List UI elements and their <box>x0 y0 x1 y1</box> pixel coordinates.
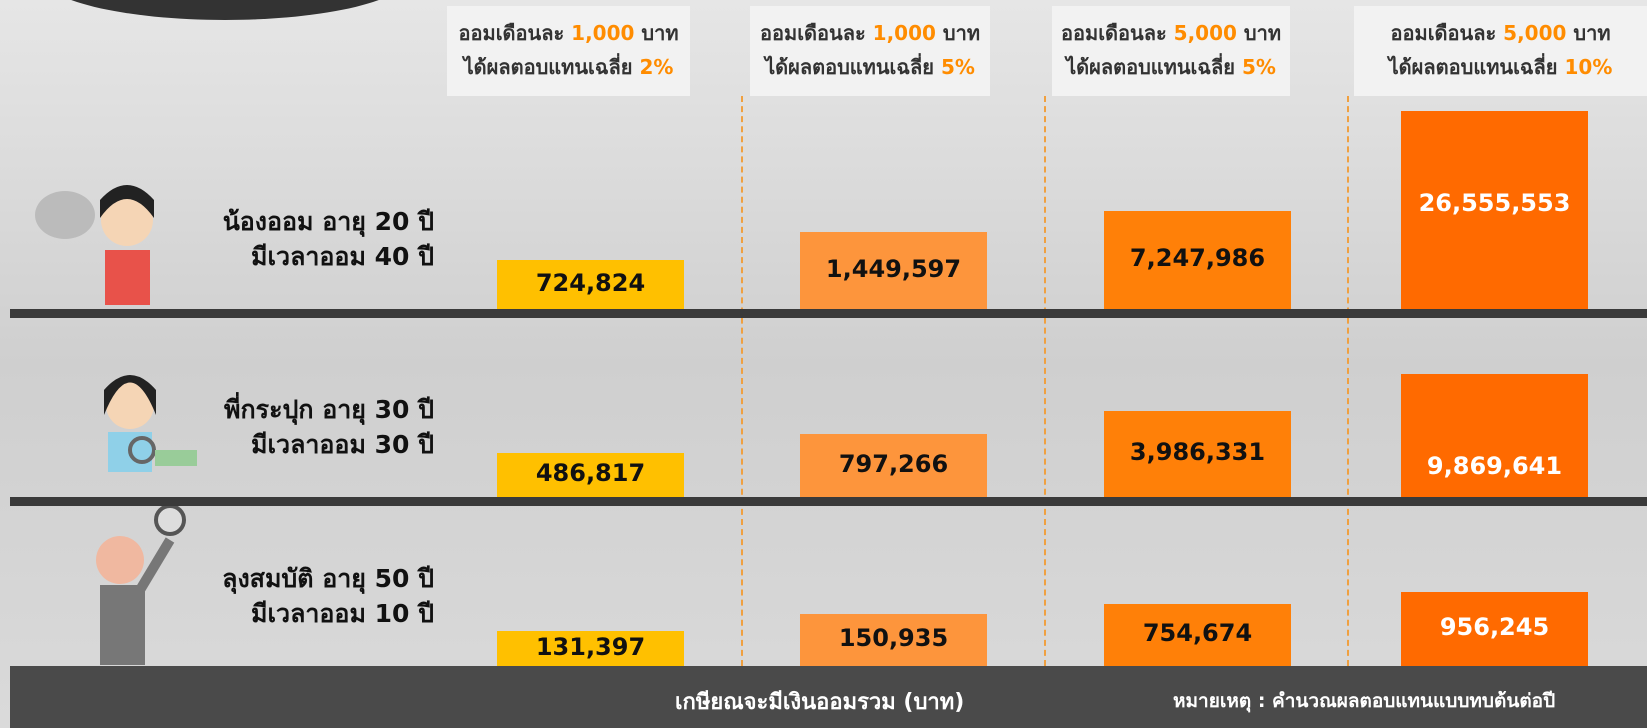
header-text: ออมเดือนละ <box>1390 21 1497 45</box>
value-bar: 131,397 <box>497 631 684 666</box>
header-text: ได้ผลตอบแทนเฉลี่ย <box>1388 55 1558 79</box>
divider <box>1044 96 1046 666</box>
header-line: ได้ผลตอบแทนเฉลี่ย 2% <box>447 50 690 84</box>
header-line: ได้ผลตอบแทนเฉลี่ย 5% <box>750 50 990 84</box>
name-line: น้องออม อายุ 20 ปี <box>222 207 434 236</box>
header-rate: 2% <box>639 55 674 79</box>
footer-caption: เกษียณจะมีเงินออมรวม (บาท) <box>675 690 965 715</box>
header-amount: 1,000 <box>571 21 635 45</box>
column-header: ออมเดือนละ 1,000 บาท ได้ผลตอบแทนเฉลี่ย 2% <box>447 6 690 96</box>
name-line: มีเวลาออม 40 ปี <box>251 242 434 271</box>
value-bar: 150,935 <box>800 614 987 666</box>
header-text: ได้ผลตอบแทนเฉลี่ย <box>463 55 633 79</box>
header-text: บาท <box>1243 21 1282 45</box>
row-label: ลุงสมบัติ อายุ 50 ปีมีเวลาออม 10 ปี <box>222 561 434 631</box>
value-bar: 3,986,331 <box>1104 411 1291 497</box>
value-bar: 754,674 <box>1104 604 1291 666</box>
header-amount: 5,000 <box>1173 21 1237 45</box>
value-bar: 956,245 <box>1401 592 1588 666</box>
name-line: มีเวลาออม 10 ปี <box>251 599 434 628</box>
header-text: ได้ผลตอบแทนเฉลี่ย <box>765 55 934 79</box>
header-line: ออมเดือนละ 1,000 บาท <box>750 16 990 50</box>
top-shape <box>40 0 410 20</box>
header-line: ได้ผลตอบแทนเฉลี่ย 10% <box>1354 50 1647 84</box>
baseline <box>10 309 1647 318</box>
baseline <box>10 497 1647 506</box>
footer-note: หมายเหตุ : คำนวณผลตอบแทนแบบทบต้นต่อปี <box>1173 690 1556 712</box>
header-text: ออมเดือนละ <box>458 21 565 45</box>
header-text: บาท <box>641 21 679 45</box>
value-bar: 486,817 <box>497 453 684 497</box>
header-line: ออมเดือนละ 1,000 บาท <box>447 16 690 50</box>
characters <box>35 185 197 665</box>
value-bar: 7,247,986 <box>1104 211 1291 309</box>
value-bar: 797,266 <box>800 434 987 497</box>
name-line: ลุงสมบัติ อายุ 50 ปี <box>222 564 434 593</box>
row-label: น้องออม อายุ 20 ปีมีเวลาออม 40 ปี <box>223 204 434 274</box>
column-header: ออมเดือนละ 1,000 บาท ได้ผลตอบแทนเฉลี่ย 5% <box>750 6 990 96</box>
value-bar: 1,449,597 <box>800 232 987 309</box>
header-amount: 1,000 <box>872 21 936 45</box>
header-line: ออมเดือนละ 5,000 บาท <box>1354 16 1647 50</box>
column-header: ออมเดือนละ 5,000 บาท ได้ผลตอบแทนเฉลี่ย 5% <box>1052 6 1290 96</box>
column-header: ออมเดือนละ 5,000 บาท ได้ผลตอบแทนเฉลี่ย 10… <box>1354 6 1647 96</box>
divider <box>741 96 743 666</box>
header-text: ออมเดือนละ <box>1060 21 1167 45</box>
value-bar: 724,824 <box>497 260 684 309</box>
header-line: ได้ผลตอบแทนเฉลี่ย 5% <box>1052 50 1290 84</box>
value-bar: 9,869,641 <box>1401 374 1588 497</box>
header-text: ออมเดือนละ <box>759 21 866 45</box>
header-line: ออมเดือนละ 5,000 บาท <box>1052 16 1290 50</box>
header-amount: 5,000 <box>1503 21 1567 45</box>
name-line: พี่กระปุก อายุ 30 ปี <box>224 395 434 424</box>
header-rate: 5% <box>940 55 975 79</box>
footer: เกษียณจะมีเงินออมรวม (บาท) หมายเหตุ : คำ… <box>10 666 1647 728</box>
header-rate: 10% <box>1564 55 1613 79</box>
header-rate: 5% <box>1241 55 1276 79</box>
header-text: บาท <box>942 21 981 45</box>
row-label: พี่กระปุก อายุ 30 ปีมีเวลาออม 30 ปี <box>224 392 434 462</box>
divider <box>1347 96 1349 666</box>
header-text: ได้ผลตอบแทนเฉลี่ย <box>1066 55 1235 79</box>
value-bar: 26,555,553 <box>1401 111 1588 309</box>
header-text: บาท <box>1573 21 1611 45</box>
name-line: มีเวลาออม 30 ปี <box>251 430 434 459</box>
